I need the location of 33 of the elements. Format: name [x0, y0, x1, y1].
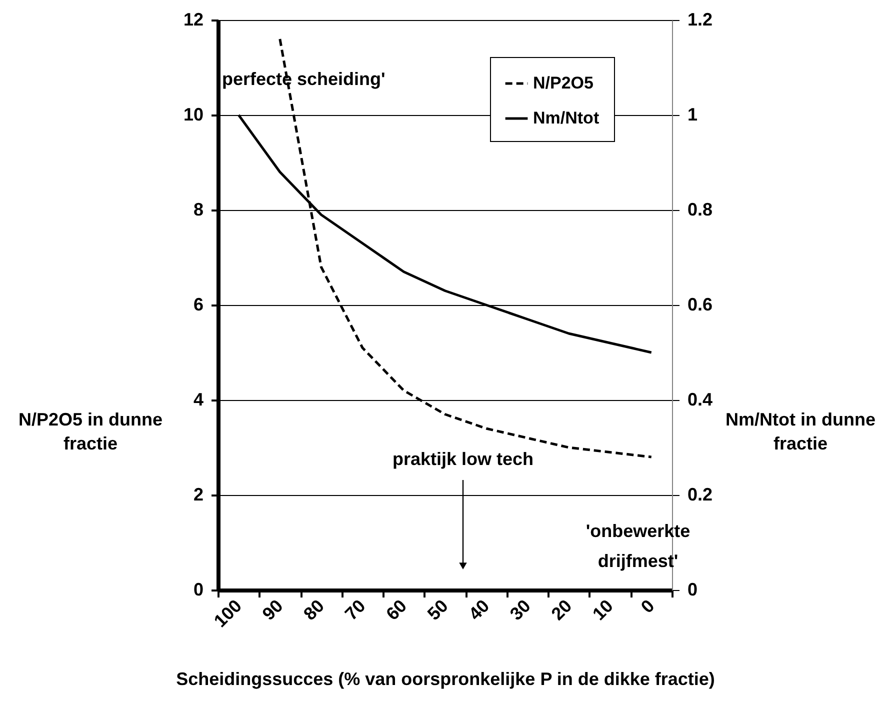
x-tick-label: 40	[464, 596, 494, 624]
annotation: perfecte scheiding'	[222, 69, 386, 89]
x-tick-label: 10	[588, 596, 617, 624]
x-tick-label: 0	[637, 596, 658, 617]
y-tick-label: 10	[183, 104, 204, 124]
legend-label: Nm/Ntot	[533, 108, 600, 128]
y-tick-label: 12	[183, 10, 204, 30]
y2-tick-label: 0.6	[688, 294, 713, 314]
x-tick-label: 70	[341, 596, 370, 624]
annotation: 'onbewerkte drijfmest'	[586, 521, 690, 571]
x-tick-label: 50	[424, 596, 452, 624]
y2-tick-label: 0.4	[688, 390, 713, 410]
y-axis-title: N/P2O5 in dunne fractie	[18, 410, 163, 454]
y2-tick-label: 1.2	[688, 10, 713, 30]
y2-tick-label: 1	[688, 104, 698, 124]
x-tick-label: 80	[300, 596, 328, 624]
annotation: praktijk low tech	[392, 449, 534, 469]
x-tick-label: 60	[382, 596, 411, 624]
x-tick-label: 20	[547, 596, 576, 624]
x-tick-label: 90	[258, 596, 287, 624]
y-tick-label: 8	[193, 200, 204, 220]
x-tick-label: 100	[210, 596, 246, 632]
y-tick-label: 4	[193, 390, 204, 410]
x-tick-label: 30	[506, 596, 534, 624]
y2-axis-title: Nm/Ntot in dunne fractie	[726, 410, 876, 454]
y2-tick-label: 0	[688, 580, 698, 600]
y-tick-label: 6	[193, 294, 204, 314]
y2-tick-label: 0.8	[688, 200, 713, 220]
x-axis-title: Scheidingssucces (% van oorspronkelijke P in de dikke fractie)	[176, 669, 715, 690]
y-tick-label: 0	[193, 580, 204, 600]
y-tick-label: 2	[193, 484, 204, 504]
y2-tick-label: 0.2	[688, 484, 713, 504]
legend-label: N/P2O5	[533, 74, 594, 92]
